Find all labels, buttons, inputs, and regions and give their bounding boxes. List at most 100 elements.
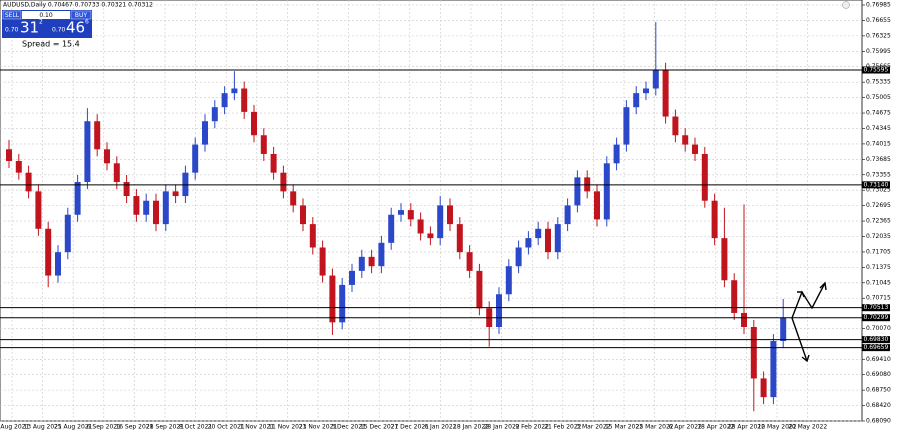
x-tick-label: 13 Aug 2021 — [23, 424, 62, 431]
candle-body — [349, 270, 355, 285]
y-tick-label: 0.76655 — [866, 17, 891, 24]
candle-body — [682, 135, 689, 145]
candle-body — [162, 191, 169, 225]
y-tick-label: 0.76325 — [866, 32, 891, 39]
y-tick-label: 0.70070 — [866, 325, 891, 332]
candle-body — [447, 205, 453, 225]
arrowhead — [801, 354, 810, 363]
candle-body — [545, 228, 551, 253]
candle-body — [633, 93, 640, 108]
candle-body — [750, 326, 757, 379]
candle-body — [45, 228, 52, 276]
candle-body — [721, 238, 728, 281]
y-tick-label: 0.68090 — [866, 418, 891, 425]
x-tick-label: 3 Mar 2022 — [576, 424, 610, 431]
y-tick-label: 0.70715 — [866, 295, 891, 302]
candle-body — [260, 135, 267, 154]
candle-body — [211, 107, 218, 122]
candle-body — [672, 116, 679, 136]
y-tick-label: 0.74345 — [866, 125, 891, 132]
lot-value: 0.10 — [39, 12, 53, 19]
lot-box[interactable] — [22, 11, 70, 19]
candle-body — [94, 121, 101, 150]
level-label-bg — [862, 66, 890, 74]
x-tick-label: 25 Mar 2022 — [636, 424, 674, 431]
candle-body — [437, 205, 444, 239]
candle-body — [515, 247, 522, 267]
y-tick-label: 0.76985 — [866, 2, 891, 9]
buy-button[interactable] — [70, 10, 92, 20]
candle-body — [221, 93, 228, 108]
x-tick-label: 25 Aug 2021 — [54, 424, 93, 431]
y-tick-label: 0.73355 — [866, 171, 891, 178]
sell-button[interactable] — [2, 10, 22, 20]
x-tick-label: 18 Jan 2022 — [453, 424, 489, 431]
candle-body — [643, 88, 649, 94]
candle-body — [192, 144, 199, 173]
candle-body — [711, 200, 718, 239]
y-tick-label: 0.73685 — [866, 156, 891, 163]
level-label: 0.73140 — [864, 181, 889, 188]
x-tick-label: 27 Dec 2021 — [391, 424, 430, 431]
ask-prefix: 0.70 — [52, 27, 66, 34]
y-tick-label: 0.73025 — [866, 187, 891, 194]
bid-big: 31 — [20, 19, 39, 37]
candle-body — [741, 312, 747, 327]
candle-body — [554, 224, 561, 253]
candle-body — [270, 153, 277, 173]
candle-body — [309, 224, 316, 248]
spread: Spread = 15.4 — [22, 40, 80, 49]
x-tick-label: 8 Oct 2021 — [179, 424, 212, 431]
x-tick-label: 6 Sep 2021 — [87, 424, 121, 431]
candle-body — [25, 172, 32, 192]
y-tick-label: 0.71375 — [866, 264, 891, 271]
x-tick-label: 21 Feb 2022 — [544, 424, 582, 431]
ask-big: 46 — [66, 19, 85, 37]
close-button[interactable] — [842, 1, 850, 9]
y-tick-label: 0.72695 — [866, 202, 891, 209]
candle-body — [780, 317, 787, 342]
arrow-up-path — [791, 282, 826, 319]
candle-body — [427, 233, 434, 239]
candle-body — [398, 210, 404, 215]
y-tick-label: 0.75335 — [866, 79, 891, 86]
candle-body — [202, 121, 208, 145]
candle-body — [133, 196, 140, 215]
candle-body — [113, 163, 120, 183]
x-tick-label: 3 Aug 2021 — [0, 424, 29, 431]
candle-body — [300, 205, 306, 225]
x-tick-label: 6 Apr 2022 — [669, 424, 702, 431]
arrowhead — [797, 291, 805, 298]
x-tick-label: 11 Nov 2021 — [268, 424, 307, 431]
plot-frame — [0, 0, 863, 422]
x-tick-label: 3 Dec 2021 — [331, 424, 366, 431]
candle-body — [153, 200, 159, 225]
y-tick-label: 0.72365 — [866, 218, 891, 225]
bid-prefix: 0.70 — [5, 27, 19, 34]
candle-body — [378, 242, 385, 267]
candle-body — [496, 294, 502, 327]
candle-body — [35, 191, 42, 229]
x-tick-label: 15 Dec 2021 — [360, 424, 399, 431]
close-circle[interactable] — [842, 1, 850, 9]
y-tick-label: 0.69080 — [866, 371, 891, 378]
chart-title: AUDUSD,Daily 0.70467 0.70733 0.70321 0.7… — [3, 2, 153, 9]
x-tick-label: 20 Oct 2021 — [208, 424, 245, 431]
y-tick-label: 0.74015 — [866, 140, 891, 147]
candle-body — [251, 111, 257, 136]
x-tick-label: 28 Jan 2022 — [484, 424, 520, 431]
candle-body — [123, 182, 130, 197]
level-label-bg — [862, 336, 890, 344]
candle-body — [701, 153, 708, 201]
y-tick-label: 0.75995 — [866, 48, 891, 55]
candle-body — [329, 275, 336, 323]
x-tick-label: 28 Sep 2021 — [146, 424, 184, 431]
level-label-bg — [862, 304, 890, 312]
x-tick-label: 16 Sep 2021 — [115, 424, 153, 431]
level-label: 0.70513 — [864, 304, 889, 311]
x-tick-label: 20 May 2022 — [788, 424, 827, 431]
candle-body — [662, 69, 669, 117]
bid-sup: 2 — [39, 19, 43, 26]
y-tick-label: 0.68750 — [866, 387, 891, 394]
candle-body — [172, 191, 179, 197]
